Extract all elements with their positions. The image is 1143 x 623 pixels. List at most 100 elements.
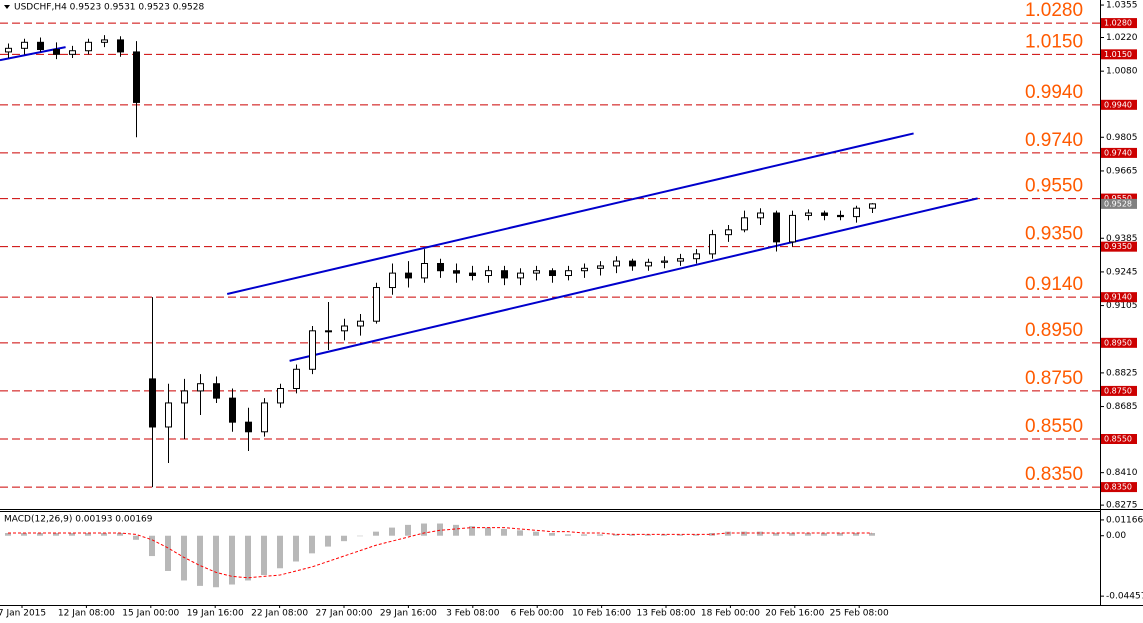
macd-bar (725, 531, 731, 536)
x-tick-label: 29 Jan 16:00 (380, 609, 437, 619)
macd-bar (165, 535, 171, 571)
level-price-box (1101, 292, 1137, 303)
macd-bar (21, 533, 27, 536)
candle-body (309, 330, 316, 370)
x-tick-label: 13 Feb 08:00 (636, 609, 695, 619)
candle-body (661, 260, 668, 263)
level-price-text: 0.9940 (1104, 100, 1132, 109)
candle-body (549, 270, 556, 277)
candle-body (373, 287, 380, 322)
macd-bar (629, 534, 635, 536)
macd-bar (37, 533, 43, 536)
candle-body (853, 207, 860, 218)
y-tick-label: 0.8685 (1106, 402, 1138, 412)
level-price-text: 0.9350 (1104, 242, 1132, 251)
candle-body (69, 50, 76, 55)
candle-body (277, 388, 284, 404)
macd-bar (53, 533, 59, 536)
candle-body (869, 203, 876, 209)
macd-bar (741, 531, 747, 536)
x-tick-label: 20 Feb 16:00 (765, 609, 824, 619)
level-price-text: 0.9740 (1104, 148, 1132, 157)
macd-bar (85, 533, 91, 536)
macd-bar (293, 535, 299, 562)
macd-bar (517, 530, 523, 536)
level-price-box (1101, 99, 1137, 110)
candle-body (517, 272, 524, 279)
macd-bar (453, 524, 459, 536)
macd-bar (341, 535, 347, 542)
y-tick-label: 0.9105 (1106, 301, 1138, 311)
candle-body (229, 397, 236, 423)
level-label: 0.8750 (1025, 368, 1083, 389)
macd-bar (485, 527, 491, 536)
level-label: 0.9740 (1025, 130, 1083, 151)
candle-body (357, 320, 364, 327)
macd-bar (693, 534, 699, 536)
level-price-text: 0.8750 (1104, 386, 1132, 395)
macd-bar (421, 523, 427, 536)
macd-bar (501, 528, 507, 536)
level-label: 1.0280 (1025, 0, 1083, 21)
candle-body (821, 212, 828, 216)
level-label: 0.9350 (1025, 224, 1083, 245)
candle-body (405, 272, 412, 279)
macd-bar (373, 531, 379, 536)
x-tick-label: 15 Jan 00:00 (122, 609, 179, 619)
macd-bar (389, 527, 395, 536)
macd-bar (645, 534, 651, 536)
candle-body (437, 262, 444, 272)
candle-body (533, 270, 540, 274)
candle-body (469, 272, 476, 277)
macd-bar (549, 533, 555, 536)
x-tick-label: 12 Jan 08:00 (58, 609, 115, 619)
macd-y-tick-label: 0.01166 (1106, 515, 1143, 525)
candle-body (693, 253, 700, 260)
macd-bar (773, 533, 779, 536)
macd-bar (789, 533, 795, 536)
level-price-box (1101, 337, 1137, 348)
macd-bar (181, 535, 187, 581)
macd-bar (853, 533, 859, 536)
y-tick-label: 1.0220 (1106, 33, 1138, 43)
macd-bar (325, 535, 331, 547)
level-price-box (1101, 482, 1137, 493)
macd-bar (5, 533, 11, 536)
candle-body (261, 402, 268, 433)
x-tick-label: 25 Feb 08:00 (830, 609, 889, 619)
y-tick-label: 0.9805 (1106, 133, 1138, 143)
trendline (226, 132, 914, 296)
candle-body (453, 270, 460, 274)
trendline (289, 197, 978, 362)
macd-bar (229, 535, 235, 585)
macd-bar (149, 535, 155, 557)
candle-body (101, 39, 108, 43)
candle-body (485, 270, 492, 277)
macd-bar (677, 534, 683, 536)
macd-bar (405, 524, 411, 536)
candle-body (581, 267, 588, 272)
level-price-text: 1.0150 (1104, 50, 1132, 59)
x-tick-label: 7 Jan 2015 (0, 609, 46, 619)
x-tick-label: 18 Feb 00:00 (701, 609, 760, 619)
y-tick-label: 0.8275 (1106, 501, 1138, 511)
current-price-box (1101, 198, 1137, 209)
y-tick-label: 0.9245 (1106, 267, 1138, 277)
candle-body (837, 214, 844, 218)
level-price-box (1101, 147, 1137, 158)
candle-body (293, 368, 300, 390)
y-tick-label: 0.9665 (1106, 166, 1138, 176)
macd-bar (277, 535, 283, 569)
chart-title: USDCHF,H4 0.9523 0.9531 0.9523 0.9528 (14, 3, 204, 13)
macd-bar (581, 534, 587, 536)
candle-body (37, 41, 44, 51)
level-price-text: 1.0280 (1104, 19, 1132, 28)
level-price-box (1101, 241, 1137, 252)
macd-bar (117, 533, 123, 536)
macd-bar (69, 533, 75, 536)
candle-body (741, 217, 748, 231)
level-price-box (1101, 385, 1137, 396)
